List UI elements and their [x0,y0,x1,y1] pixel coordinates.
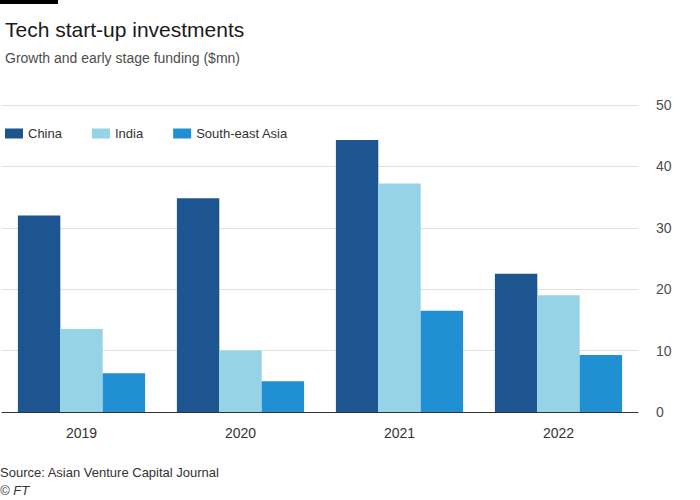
svg-text:10: 10 [656,343,672,359]
svg-text:0: 0 [656,404,664,420]
svg-text:Source: Asian Venture Capital: Source: Asian Venture Capital Journal [0,465,219,480]
svg-text:20: 20 [656,281,672,297]
svg-text:30: 30 [656,220,672,236]
svg-text:South-east Asia: South-east Asia [196,126,288,141]
svg-text:India: India [115,126,144,141]
svg-text:2021: 2021 [384,425,415,441]
svg-text:40: 40 [656,158,672,174]
svg-text:2022: 2022 [543,425,574,441]
svg-text:2019: 2019 [66,425,97,441]
svg-text:2020: 2020 [225,425,256,441]
svg-text:© FT: © FT [0,483,30,498]
svg-text:Tech start-up investments: Tech start-up investments [5,18,244,41]
svg-text:China: China [28,126,63,141]
svg-text:50: 50 [656,97,672,113]
svg-text:Growth and early stage funding: Growth and early stage funding ($mn) [5,50,240,66]
